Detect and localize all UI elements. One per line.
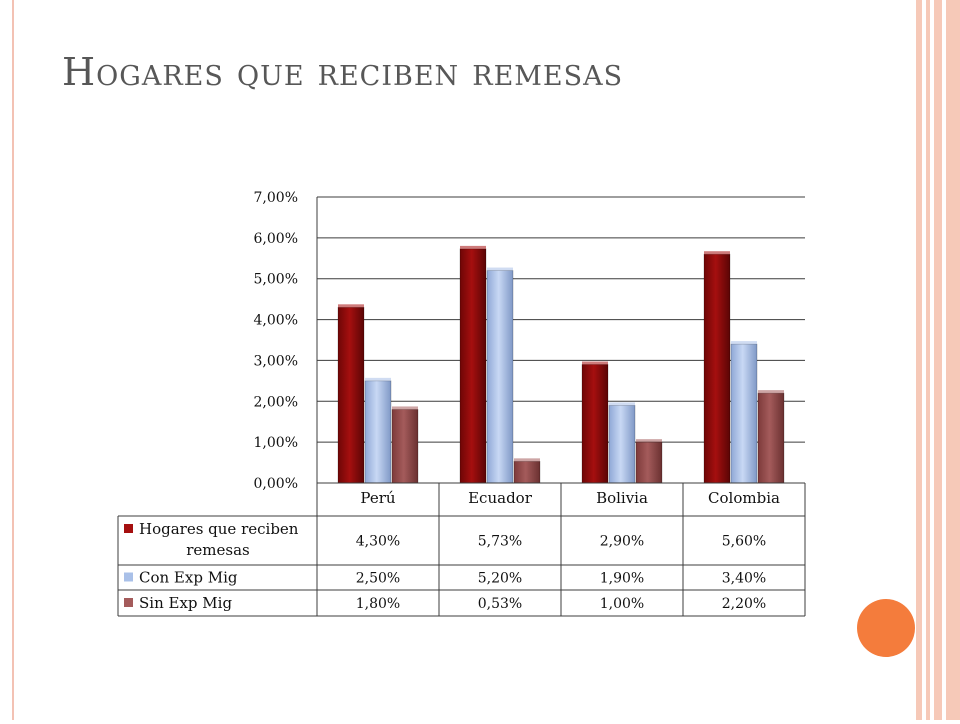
bar-2 — [608, 405, 636, 484]
table-value-cell: 1,80% — [356, 596, 400, 612]
y-tick-label: 0,00% — [254, 476, 298, 492]
bar-3 — [513, 461, 541, 484]
bar-top-2 — [731, 341, 757, 345]
table-value-cell: 5,60% — [722, 534, 766, 550]
x-category-label: Bolivia — [596, 489, 648, 507]
table-value-cell: 5,20% — [478, 571, 522, 587]
left-border-line — [12, 0, 14, 720]
bar-2 — [730, 343, 758, 484]
table-value-cell: 1,00% — [600, 596, 644, 612]
table-value-cell: 0,53% — [478, 596, 522, 612]
y-tick-label: 3,00% — [254, 353, 298, 369]
table-value-cell: 2,50% — [356, 571, 400, 587]
bar-top-2 — [487, 267, 513, 271]
slide-title: Hogares que reciben remesas — [62, 50, 624, 94]
table-value-cell: 3,40% — [722, 571, 766, 587]
x-category-label: Perú — [360, 489, 395, 507]
x-category-label: Ecuador — [468, 489, 533, 507]
bar-1 — [459, 248, 487, 484]
legend-key-2 — [124, 572, 133, 582]
bar-top-1 — [338, 304, 364, 308]
orange-circle-decoration — [857, 599, 915, 657]
table-value-cell: 5,73% — [478, 534, 522, 550]
y-tick-label: 5,00% — [254, 272, 298, 288]
bar-top-3 — [392, 406, 418, 410]
y-tick-label: 6,00% — [254, 231, 298, 247]
bar-3 — [635, 441, 663, 484]
bar-2 — [486, 270, 514, 484]
bar-3 — [757, 392, 785, 484]
legend-key-1 — [124, 524, 133, 533]
x-category-label: Colombia — [708, 489, 780, 507]
bar-top-3 — [636, 439, 662, 443]
series-name-label: remesas — [186, 541, 250, 559]
bar-top-2 — [365, 377, 391, 381]
bar-top-1 — [460, 245, 486, 249]
table-value-cell: 4,30% — [356, 534, 400, 550]
series-name-label: Con Exp Mig — [139, 569, 238, 587]
bar-2 — [364, 380, 392, 484]
bar-1 — [337, 307, 365, 484]
bar-top-3 — [758, 390, 784, 394]
bar-top-1 — [582, 361, 608, 365]
bar-1 — [581, 364, 609, 484]
y-tick-label: 7,00% — [254, 190, 298, 206]
legend-key-3 — [124, 598, 133, 607]
bar-top-1 — [704, 251, 730, 255]
y-tick-label: 2,00% — [254, 394, 298, 410]
bar-3 — [391, 409, 419, 484]
table-value-cell: 2,20% — [722, 596, 766, 612]
y-tick-label: 1,00% — [254, 435, 298, 451]
y-tick-label: 4,00% — [254, 313, 298, 329]
right-decorative-bands — [916, 0, 960, 720]
bar-1 — [703, 253, 731, 484]
table-value-cell: 1,90% — [600, 571, 644, 587]
bar-top-2 — [609, 402, 635, 406]
table-value-cell: 2,90% — [600, 534, 644, 550]
bar-top-3 — [514, 458, 540, 462]
series-name-label: Sin Exp Mig — [139, 594, 232, 612]
series-name-label: Hogares que reciben — [139, 520, 299, 538]
